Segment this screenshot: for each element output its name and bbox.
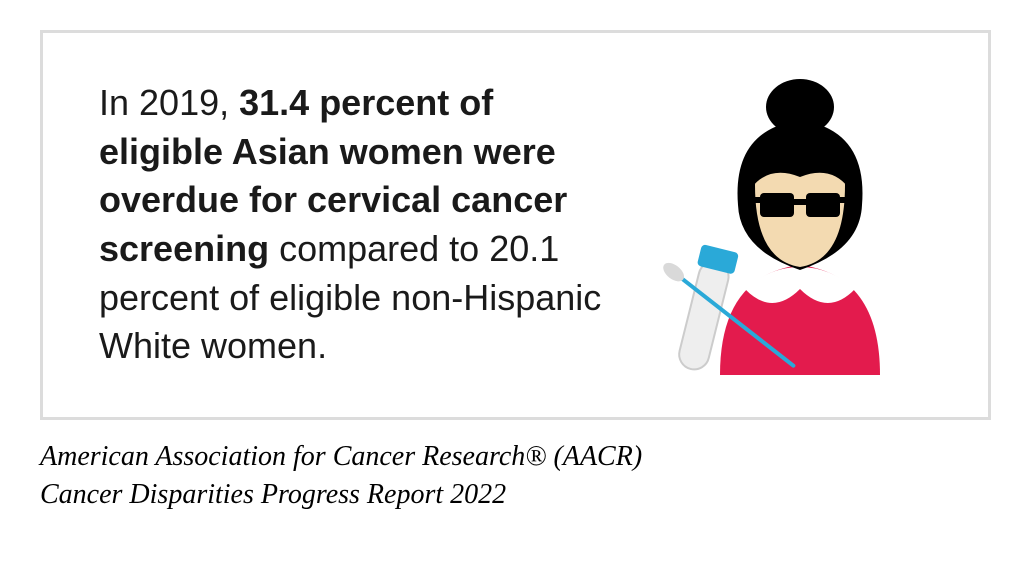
hair-bun [766,79,834,135]
woman-with-swab-illustration [660,75,940,375]
stat-text-pre: In 2019, [99,82,239,123]
attribution-line1: American Association for Cancer Research… [40,438,991,476]
stat-text: In 2019, 31.4 percent of eligible Asian … [99,79,620,371]
attribution-block: American Association for Cancer Research… [40,438,991,514]
attribution-line2: Cancer Disparities Progress Report 2022 [40,476,991,514]
info-card: In 2019, 31.4 percent of eligible Asian … [40,30,991,420]
